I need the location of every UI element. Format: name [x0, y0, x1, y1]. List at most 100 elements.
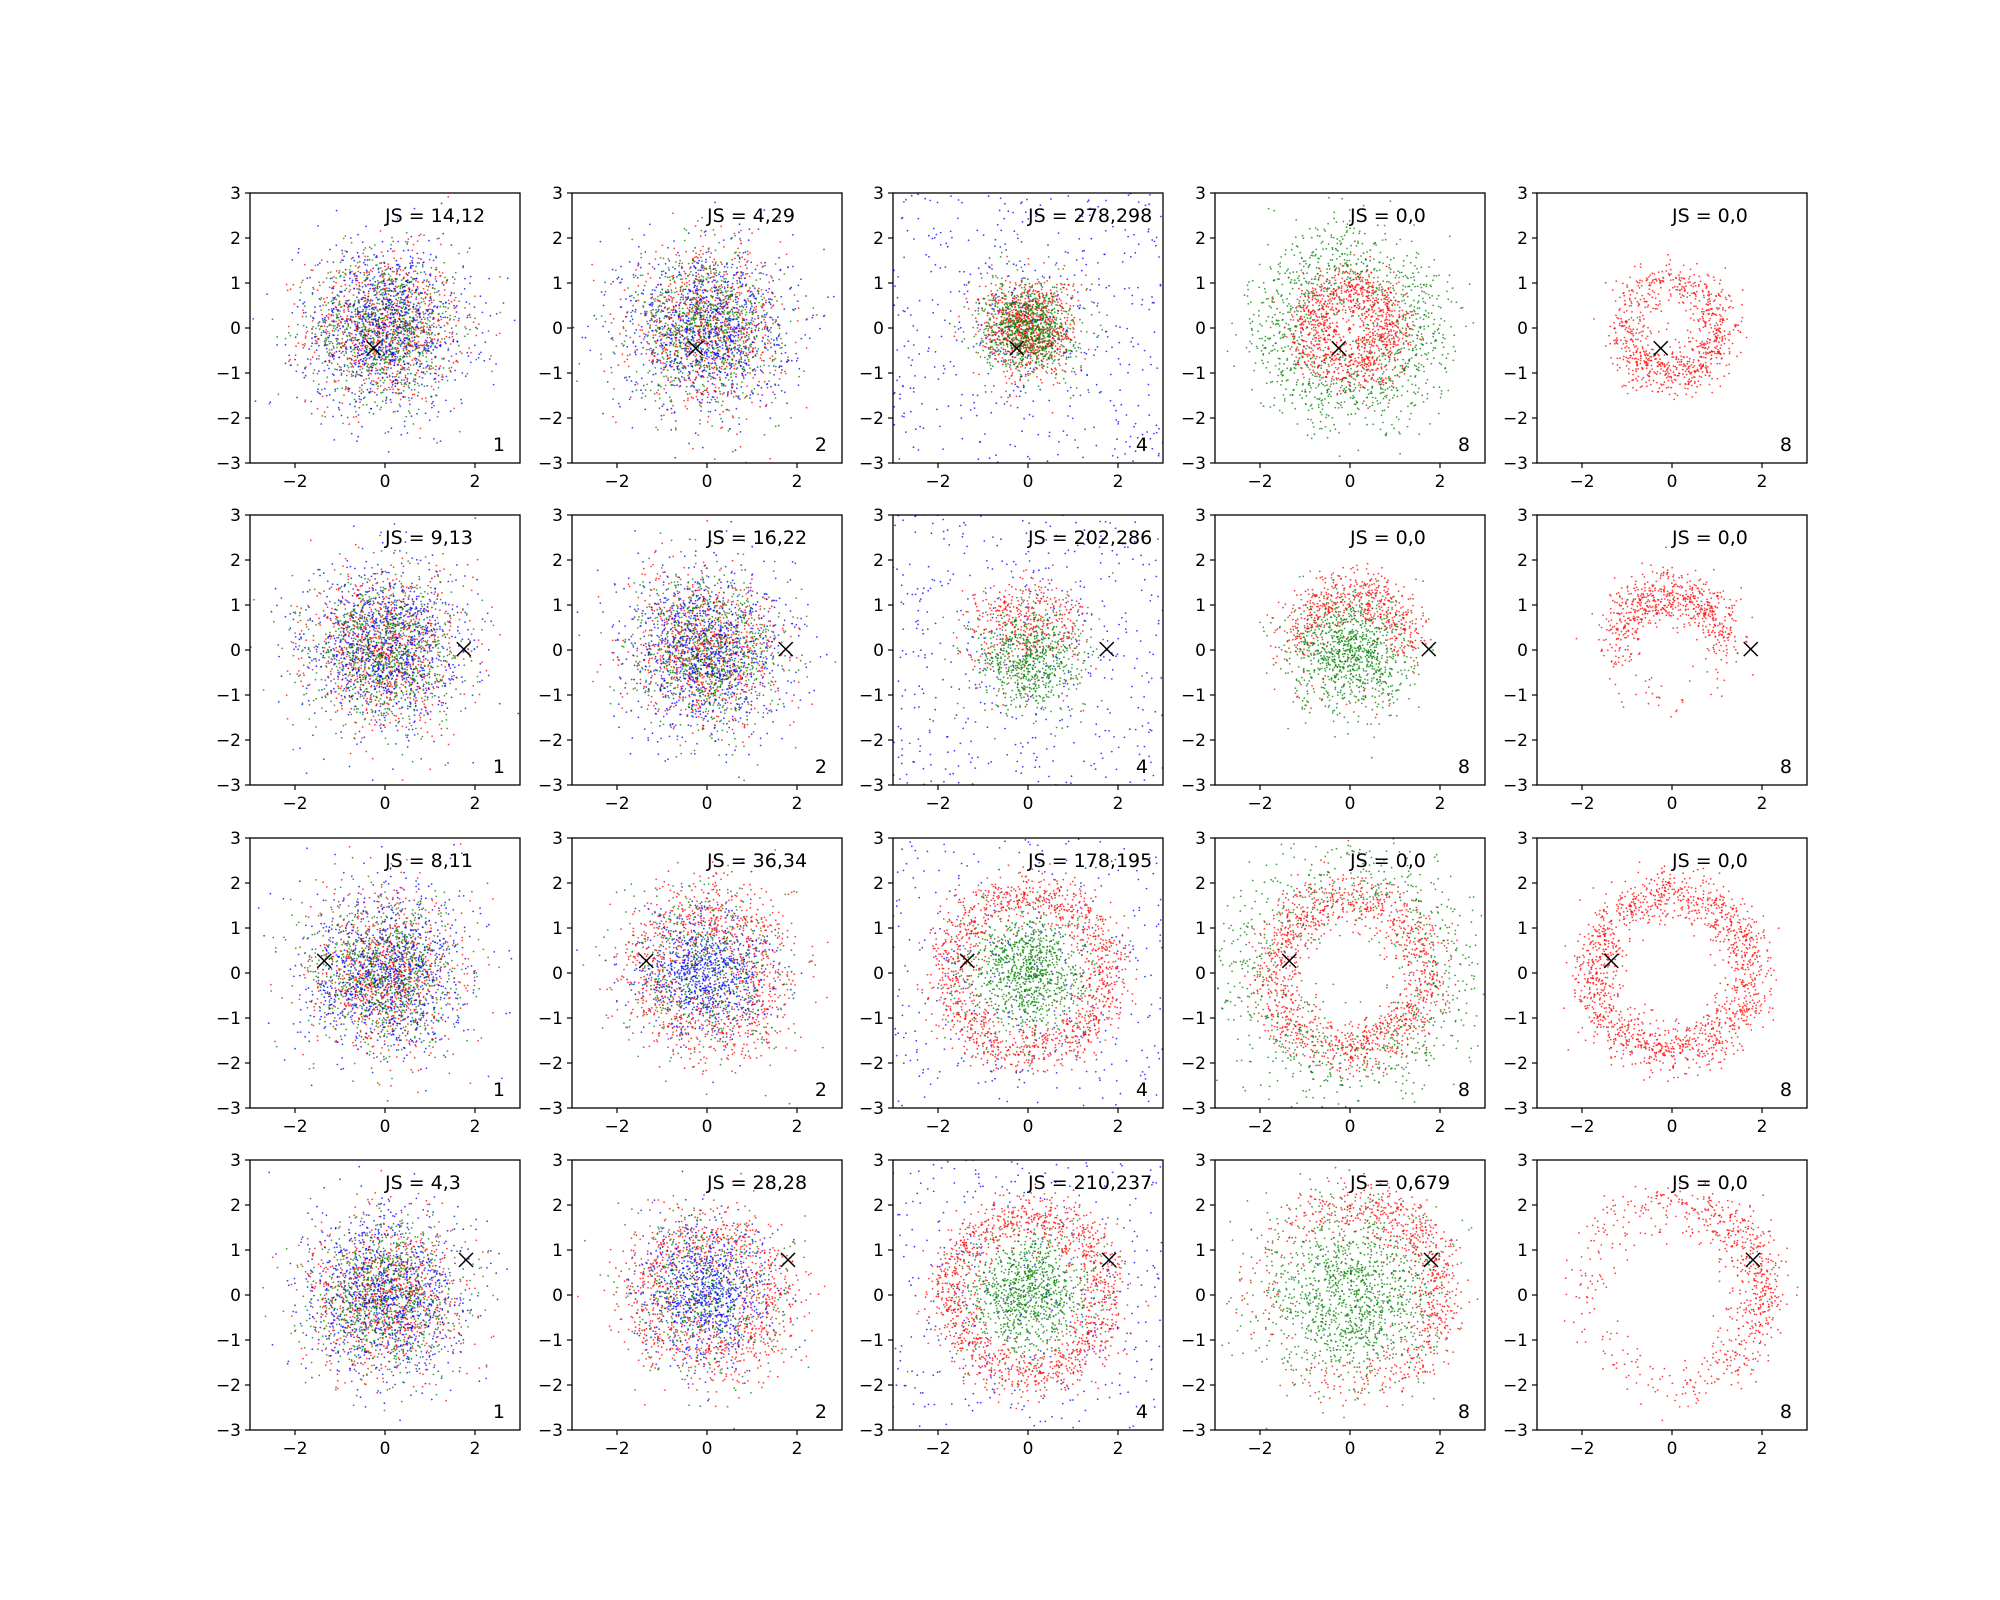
data-point-blue [680, 356, 683, 359]
data-point-blue [451, 331, 454, 334]
data-point-green [466, 314, 469, 317]
data-point-green [625, 376, 628, 378]
data-point-green [343, 343, 346, 346]
data-point-red [637, 284, 640, 287]
data-point-blue [364, 338, 367, 340]
data-point-blue [414, 378, 417, 381]
data-point-red [445, 335, 448, 338]
data-point-green [699, 321, 702, 324]
data-point-green [323, 320, 326, 323]
data-point-blue [442, 283, 445, 286]
data-point-green [600, 353, 602, 356]
data-point-blue [356, 440, 358, 443]
data-point-green [768, 365, 770, 367]
data-point-green [499, 311, 502, 314]
data-point-green [698, 276, 701, 278]
data-point-green [734, 342, 737, 345]
data-point-red [414, 380, 417, 383]
data-point-green [651, 349, 653, 352]
data-point-blue [725, 263, 728, 266]
data-point-green [365, 344, 367, 347]
data-point-green [450, 327, 453, 329]
data-point-red [423, 344, 426, 346]
data-point-green [708, 368, 711, 370]
data-point-red [768, 329, 771, 331]
data-point-red [412, 243, 415, 246]
data-point-green [413, 339, 416, 341]
data-point-red [745, 346, 748, 349]
data-point-red [672, 320, 675, 323]
data-point-red [723, 313, 725, 315]
data-point-green [386, 356, 389, 358]
data-point-red [649, 324, 652, 327]
data-point-blue [392, 280, 395, 283]
data-point-red [361, 326, 363, 329]
data-point-green [428, 365, 431, 367]
data-point-red [352, 366, 355, 368]
data-point-red [427, 285, 430, 288]
data-point-blue [306, 277, 309, 279]
data-point-green [366, 369, 368, 372]
data-point-green [417, 335, 420, 338]
data-point-red [472, 321, 475, 323]
data-point-blue [358, 395, 361, 398]
data-point-red [381, 270, 384, 273]
data-point-blue [688, 442, 690, 445]
data-point-red [696, 371, 698, 373]
data-point-green [718, 330, 721, 333]
data-point-blue [350, 339, 353, 342]
data-point-green [394, 311, 397, 314]
data-point-blue [379, 327, 382, 330]
data-point-red [732, 450, 734, 453]
data-point-blue [356, 325, 359, 328]
data-point-green [705, 340, 708, 343]
data-point-blue [734, 298, 737, 301]
data-point-red [287, 325, 290, 328]
data-point-blue [354, 308, 357, 311]
data-point-red [679, 317, 682, 319]
data-point-green [430, 312, 433, 315]
data-point-green [669, 316, 671, 319]
data-point-red [413, 291, 416, 294]
data-point-red [323, 325, 326, 327]
data-point-green [743, 328, 745, 331]
data-point-blue [649, 347, 652, 350]
data-point-blue [513, 319, 516, 322]
data-point-blue [589, 349, 592, 352]
data-point-blue [404, 289, 406, 292]
data-point-green [748, 287, 751, 289]
data-point-red [724, 304, 727, 306]
data-point-green [404, 374, 407, 377]
data-point-red [433, 404, 435, 407]
data-point-green [651, 313, 653, 315]
data-point-red [686, 358, 688, 361]
data-point-red [394, 285, 397, 288]
data-point-blue [740, 337, 743, 339]
data-point-green [421, 352, 424, 355]
data-point-green [674, 331, 677, 333]
data-point-red [765, 299, 767, 302]
data-point-red [753, 306, 756, 309]
data-point-red [322, 304, 325, 307]
data-point-blue [400, 433, 403, 436]
data-point-red [450, 355, 453, 358]
data-point-blue [413, 278, 416, 280]
data-point-red [313, 351, 316, 354]
data-point-red [379, 262, 381, 265]
data-point-red [619, 298, 622, 301]
data-point-red [322, 298, 325, 300]
data-point-green [740, 348, 743, 350]
data-point-red [411, 336, 413, 339]
data-point-blue [392, 295, 395, 298]
data-point-green [305, 326, 308, 329]
data-point-red [336, 323, 339, 325]
data-point-blue [429, 372, 432, 375]
data-point-blue [332, 261, 335, 264]
data-point-green [349, 362, 352, 364]
data-point-green [661, 302, 664, 305]
data-point-blue [396, 379, 399, 382]
data-point-blue [406, 432, 409, 434]
data-point-red [439, 243, 442, 246]
data-point-blue [431, 341, 434, 344]
data-point-red [453, 407, 455, 410]
